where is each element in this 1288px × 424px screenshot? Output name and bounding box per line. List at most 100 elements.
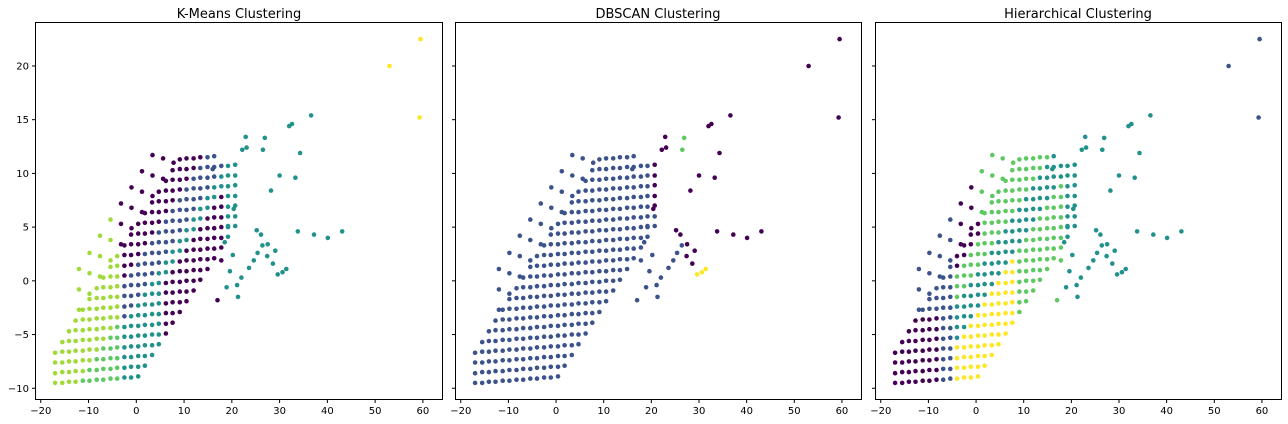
hierarchical-point — [982, 312, 987, 318]
hierarchical-point — [975, 221, 981, 227]
hierarchical-point — [920, 368, 925, 374]
hierarchical-point — [1044, 236, 1050, 242]
dbscan-point — [507, 358, 512, 363]
hierarchical-point — [990, 193, 995, 199]
dbscan-point — [631, 185, 636, 190]
dbscan-point — [570, 152, 575, 158]
dbscan-point — [617, 277, 623, 283]
dbscan-point — [624, 236, 630, 242]
hierarchical-point — [1086, 265, 1091, 271]
hierarchical-point — [1017, 279, 1022, 285]
dbscan-point — [496, 287, 502, 292]
hierarchical-point — [1256, 115, 1261, 120]
hierarchical-point — [989, 352, 995, 358]
dbscan-point — [583, 301, 588, 306]
kmeans-point — [156, 311, 162, 317]
kmeans-point — [219, 174, 224, 179]
hierarchical-point — [1010, 177, 1015, 183]
dbscan-point — [507, 326, 512, 332]
kmeans-point — [211, 246, 217, 251]
kmeans-point — [219, 204, 224, 209]
hierarchical-point — [979, 189, 985, 194]
kmeans-point — [163, 239, 169, 245]
dbscan-point — [541, 293, 547, 299]
kmeans-point — [108, 325, 113, 331]
kmeans-point — [170, 310, 175, 316]
kmeans-point — [265, 242, 271, 247]
kmeans-point — [66, 338, 72, 344]
kmeans-point — [101, 305, 106, 311]
hierarchical-point — [1010, 229, 1015, 234]
kmeans-point — [205, 195, 210, 201]
hierarchical-point — [940, 357, 946, 362]
hierarchical-point — [954, 335, 960, 341]
hierarchical-point — [906, 379, 912, 385]
hierarchical-point — [958, 201, 964, 206]
kmeans-point — [198, 247, 203, 252]
kmeans-point — [149, 261, 155, 266]
hierarchical-point — [1010, 188, 1015, 193]
hierarchical-point — [899, 349, 905, 355]
dbscan-point — [500, 337, 506, 343]
hierarchical-point — [1083, 145, 1089, 150]
kmeans-point — [97, 274, 103, 279]
kmeans-x-tick-label: 50 — [369, 406, 382, 417]
hierarchical-point — [996, 280, 1001, 286]
kmeans-point — [142, 281, 148, 287]
hierarchical-point — [906, 359, 912, 364]
dbscan-point — [576, 239, 581, 245]
hierarchical-point — [927, 367, 932, 373]
kmeans-point — [135, 364, 141, 370]
dbscan-point — [597, 218, 602, 223]
hierarchical-point — [968, 344, 974, 349]
hierarchical-point — [1017, 289, 1022, 294]
dbscan-point — [597, 248, 602, 253]
dbscan-point — [528, 376, 533, 381]
dbscan-point — [507, 271, 512, 276]
hierarchical-point — [1003, 249, 1008, 255]
dbscan-point — [703, 266, 708, 272]
kmeans-point — [76, 287, 82, 292]
kmeans-point — [73, 327, 78, 333]
kmeans-point — [170, 218, 175, 223]
kmeans-point — [114, 274, 120, 279]
kmeans-point — [225, 184, 231, 189]
dbscan-point — [534, 365, 540, 371]
dbscan-point — [576, 321, 581, 327]
hierarchical-point — [1112, 248, 1117, 253]
dbscan-point — [479, 349, 485, 355]
hierarchical-x-tick-label: 60 — [1256, 406, 1269, 417]
dbscan-point — [652, 214, 657, 219]
kmeans-point — [225, 234, 231, 240]
kmeans-point — [87, 271, 92, 276]
dbscan-point — [555, 282, 561, 288]
dbscan-point — [569, 291, 575, 297]
kmeans-point — [205, 236, 210, 242]
dbscan-point — [610, 258, 616, 263]
kmeans-point — [149, 209, 155, 215]
hierarchical-point — [1114, 272, 1120, 277]
hierarchical-title: Hierarchical Clustering — [1004, 7, 1152, 22]
dbscan-point — [507, 367, 512, 373]
hierarchical-point — [1010, 320, 1015, 326]
kmeans-y-axis: −10 −5 0 5 10 15 20 — [8, 61, 36, 395]
hierarchical-point — [940, 295, 946, 301]
hierarchical-point — [996, 291, 1001, 297]
kmeans-point — [149, 240, 155, 246]
kmeans-point — [219, 163, 224, 169]
kmeans-point — [198, 206, 203, 212]
kmeans-point — [60, 349, 65, 355]
kmeans-point — [73, 379, 78, 385]
dbscan-point — [559, 169, 565, 174]
dbscan-point — [603, 196, 609, 202]
dbscan-point — [597, 187, 602, 192]
hierarchical-point — [996, 311, 1001, 317]
hierarchical-point — [954, 376, 960, 381]
hierarchical-point — [1003, 331, 1008, 336]
kmeans-point — [170, 320, 175, 326]
kmeans-point — [418, 36, 423, 42]
dbscan-point — [555, 242, 561, 247]
dbscan-point — [520, 316, 526, 321]
kmeans-point — [210, 166, 215, 172]
dbscan-point — [583, 269, 588, 275]
